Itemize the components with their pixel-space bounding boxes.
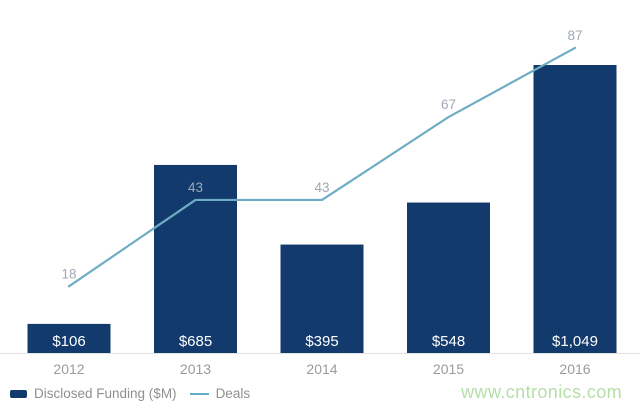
deals-point-label-2016: 87 <box>567 28 582 43</box>
bar-value-label-2016: $1,049 <box>552 333 598 350</box>
watermark: www.cntronics.com <box>461 382 622 402</box>
legend-funding-label: Disclosed Funding ($M) <box>34 386 177 401</box>
x-axis-label-2015: 2015 <box>433 361 464 377</box>
deals-line-icon <box>189 392 209 395</box>
x-axis-label-2012: 2012 <box>53 361 84 377</box>
deals-point-label-2014: 43 <box>314 180 329 195</box>
bar-value-label-2015: $548 <box>432 333 465 350</box>
bar-value-label-2014: $395 <box>305 333 338 350</box>
deals-line <box>67 46 577 288</box>
bar-2016 <box>533 65 617 353</box>
bar-2013 <box>154 164 237 353</box>
bar-2012 <box>27 323 111 353</box>
deals-point-label-2012: 18 <box>61 266 76 281</box>
bar-value-label-2012: $106 <box>52 333 85 350</box>
x-axis-label-2013: 2013 <box>180 361 211 377</box>
deals-point-label-2015: 67 <box>441 97 456 112</box>
chart-legend: Disclosed Funding ($M) Deals <box>10 386 250 401</box>
deals-point-label-2013: 43 <box>188 180 203 195</box>
bar-2014 <box>280 244 364 353</box>
funding-swatch-icon <box>10 389 27 398</box>
legend-item-funding: Disclosed Funding ($M) <box>10 386 177 401</box>
bar-2015 <box>407 202 490 353</box>
legend-item-deals: Deals <box>184 386 251 401</box>
x-axis-label-2016: 2016 <box>559 361 590 377</box>
x-axis-label-2014: 2014 <box>306 361 337 377</box>
legend-deals-label: Deals <box>215 386 251 401</box>
bar-value-label-2013: $685 <box>179 333 212 350</box>
